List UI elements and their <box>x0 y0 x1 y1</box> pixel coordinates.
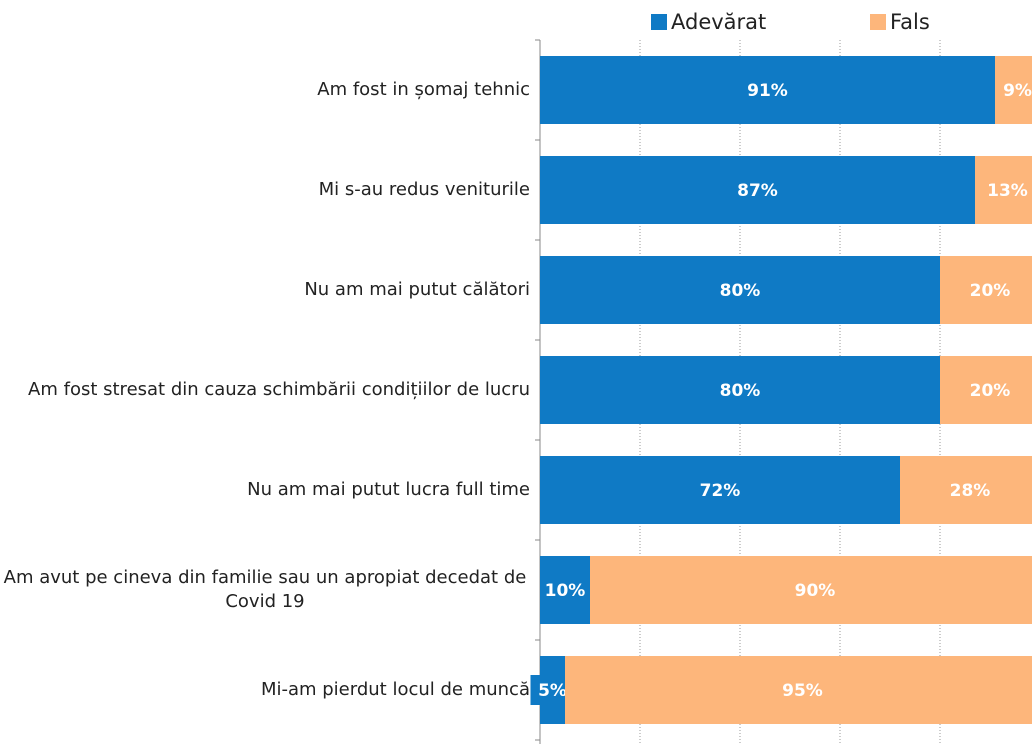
bar <box>540 256 940 324</box>
legend-swatch <box>651 14 667 30</box>
bar <box>995 56 1032 124</box>
bar <box>900 456 1032 524</box>
data-label: 90% <box>795 581 836 601</box>
category-label: Mi s-au redus veniturile <box>318 179 530 200</box>
data-label: 91% <box>747 81 788 101</box>
bar <box>565 656 1032 724</box>
data-label: 13% <box>987 181 1028 201</box>
data-label: 9% <box>1003 81 1032 101</box>
category-label: Mi-am pierdut locul de muncă <box>260 679 530 700</box>
data-label: 20% <box>970 281 1011 301</box>
category-label: Am fost stresat din cauza schimbării con… <box>28 379 530 400</box>
category-label: Am avut pe cineva din familie sau un apr… <box>3 567 527 612</box>
legend-label: Fals <box>890 10 930 34</box>
data-label: 20% <box>970 381 1011 401</box>
category-label: Nu am mai putut călători <box>304 279 530 300</box>
bar <box>940 356 1032 424</box>
category-label: Am fost in șomaj tehnic <box>317 79 530 100</box>
data-label: 87% <box>737 181 778 201</box>
bar <box>540 556 590 624</box>
data-label: 5% <box>538 681 567 701</box>
legend-label: Adevărat <box>671 10 766 34</box>
data-label: 95% <box>782 681 823 701</box>
category-label: Nu am mai putut lucra full time <box>247 479 530 500</box>
legend-swatch <box>870 14 886 30</box>
bar <box>940 256 1032 324</box>
data-label: 80% <box>720 281 761 301</box>
bar <box>540 456 900 524</box>
data-label: 28% <box>950 481 991 501</box>
data-label: 72% <box>700 481 741 501</box>
data-label: 80% <box>720 381 761 401</box>
bar <box>975 156 1032 224</box>
bar <box>540 56 995 124</box>
bar <box>590 556 1032 624</box>
bar <box>540 356 940 424</box>
data-label: 10% <box>545 581 586 601</box>
bar <box>540 156 975 224</box>
